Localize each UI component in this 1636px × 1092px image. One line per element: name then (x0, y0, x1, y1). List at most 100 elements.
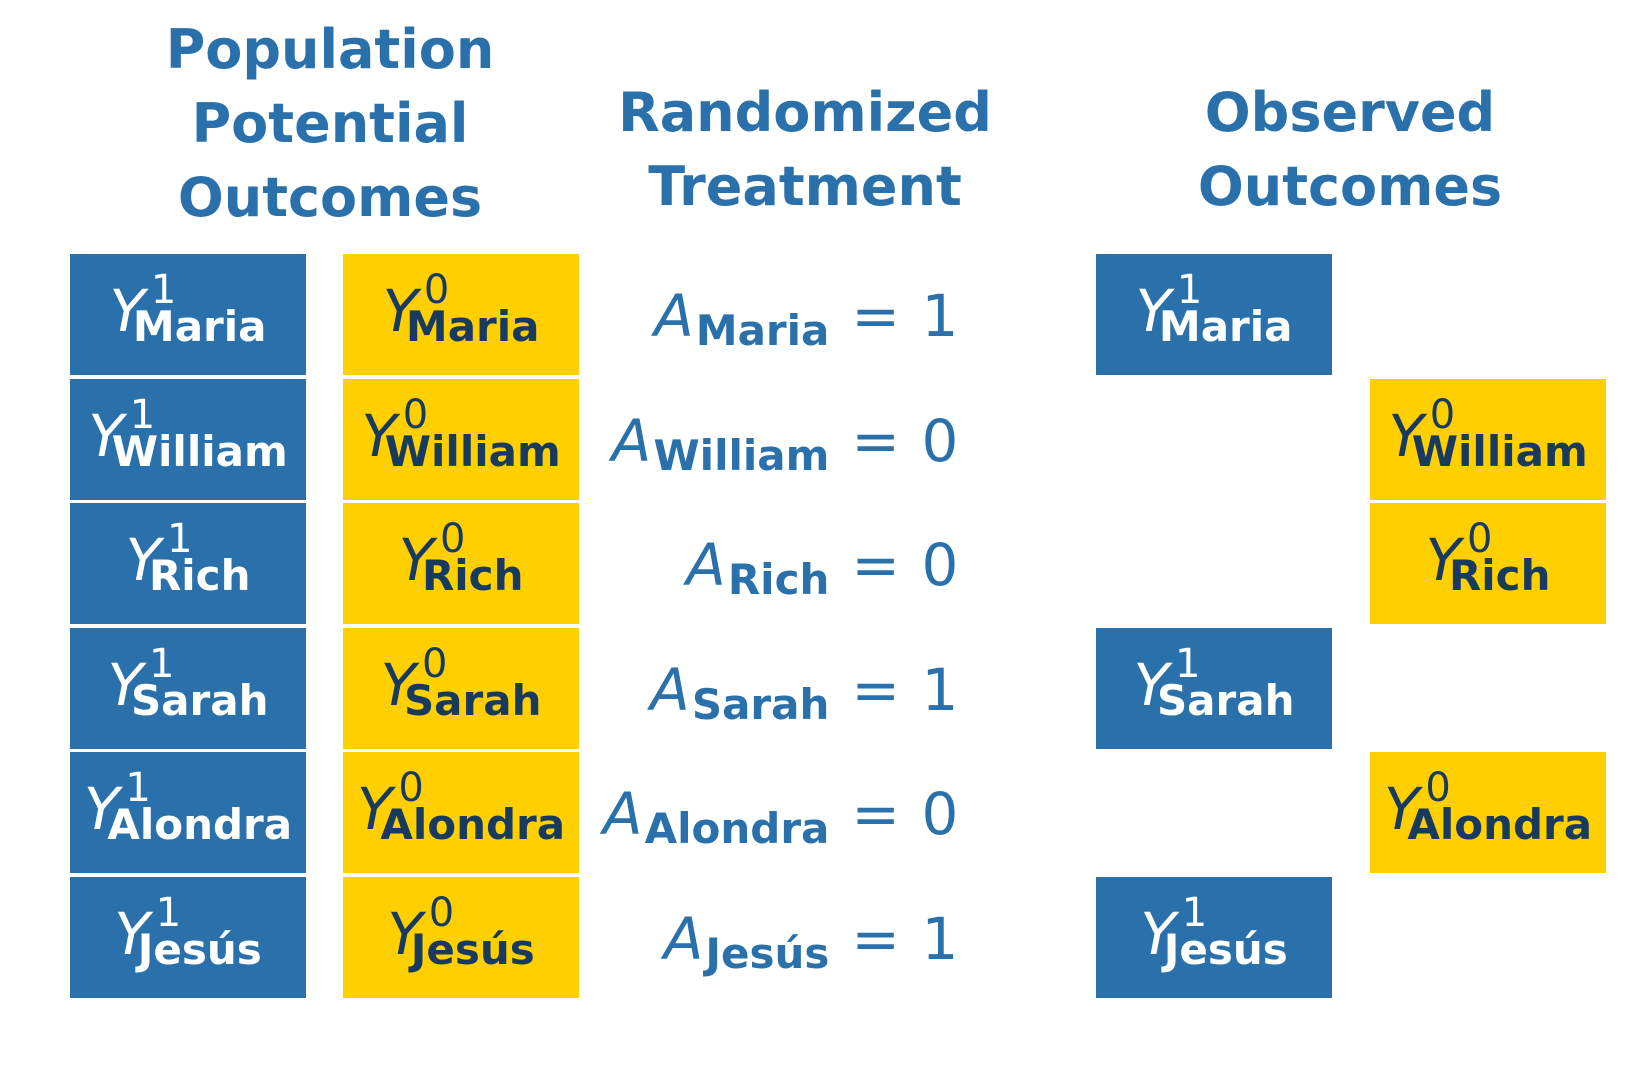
outcome-symbol: Y (1388, 401, 1424, 470)
person-name-subscript: Jesús (1163, 924, 1288, 974)
outcome-symbol: Y (356, 774, 393, 843)
person-name-subscript: Alondra (380, 799, 566, 849)
treatment-superscript: 0 (439, 515, 466, 562)
treatment-assignment-row: A Alondra = 0 (600, 750, 960, 878)
person-name-subscript: Alondra (644, 803, 830, 853)
population-y0-box: Y 0 Maria (343, 254, 579, 375)
outcome-symbol: Y (398, 525, 434, 594)
outcome-symbol: Y (1133, 650, 1169, 719)
treatment-assignment-row: A Rich = 0 (600, 501, 960, 629)
observed-y1-box: Y 1 Maria (1096, 254, 1332, 375)
treatment-superscript: 0 (421, 640, 448, 687)
potential-outcome-label: Y 1 Maria (109, 270, 267, 351)
potential-outcome-label: Y 0 Alondra (356, 768, 566, 849)
heading-line: Potential (191, 92, 469, 155)
observed-y1-box: Y 1 Jesús (1096, 877, 1332, 998)
person-name-subscript: Rich (148, 550, 251, 600)
person-name-subscript: Sarah (1156, 675, 1295, 725)
equals-sign: = (851, 531, 900, 599)
treatment-superscript: 0 (398, 764, 424, 811)
observed-y0-box: Y 0 Alondra (1370, 752, 1606, 873)
treatment-superscript: 1 (150, 266, 177, 313)
person-name-subscript: Alondra (107, 799, 293, 849)
outcome-symbol: Y (380, 650, 416, 719)
potential-outcome-label: Y 1 Maria (1135, 270, 1293, 351)
equals-sign: = (851, 780, 900, 848)
person-name-subscript: Maria (132, 301, 267, 351)
treatment-symbol: A (650, 656, 690, 724)
person-name-subscript: Sarah (130, 675, 269, 725)
potential-outcome-label: Y 1 Alondra (83, 768, 293, 849)
population-y0-box: Y 0 Jesús (343, 877, 579, 998)
person-name-subscript: Jesús (410, 924, 535, 974)
potential-outcome-label: Y 0 Alondra (1384, 768, 1592, 846)
treatment-value: 1 (921, 905, 959, 973)
outcome-symbol: Y (114, 899, 150, 968)
treatment-superscript: 0 (423, 266, 450, 313)
treatment-superscript: 0 (1466, 515, 1493, 562)
person-name-subscript: William (1411, 426, 1588, 476)
population-y0-box: Y 0 Sarah (343, 628, 579, 749)
population-y1-box: Y 1 Maria (70, 254, 306, 375)
potential-outcome-label: Y 0 Rich (1426, 519, 1551, 600)
potential-outcome-label: Y 0 Sarah (380, 644, 542, 722)
person-name-subscript: William (111, 426, 288, 476)
treatment-assignment-row: A Jesús = 1 (600, 875, 960, 1003)
treatment-symbol: A (602, 780, 643, 848)
outcome-symbol: Y (1140, 899, 1176, 968)
treatment-superscript: 1 (1181, 889, 1208, 936)
potential-outcome-label: Y 0 Rich (398, 519, 524, 600)
observed-y0-box: Y 0 Rich (1370, 503, 1606, 624)
observed-y1-box: Y 1 Sarah (1096, 628, 1332, 749)
potential-outcome-label: Y 1 Jesús (114, 893, 261, 971)
person-name-subscript: William (384, 426, 561, 476)
person-name-subscript: Rich (1448, 550, 1551, 600)
population-y1-box: Y 1 Jesús (70, 877, 306, 998)
population-potential-outcomes-heading: Population Potential Outcomes (130, 13, 530, 235)
equals-sign: = (851, 905, 900, 973)
person-name-subscript: Rich (421, 550, 524, 600)
outcome-symbol: Y (382, 276, 418, 345)
treatment-superscript: 0 (428, 889, 455, 936)
potential-outcome-label: Y 1 Sarah (1133, 644, 1295, 725)
treatment-superscript: 1 (148, 640, 175, 687)
person-name-subscript: Jesús (705, 928, 830, 978)
treatment-value: 0 (921, 531, 959, 599)
randomized-treatment-heading: Randomized Treatment (605, 76, 1005, 224)
treatment-superscript: 1 (1174, 640, 1201, 687)
potential-outcome-label: Y 1 William (88, 395, 288, 476)
treatment-superscript: 1 (129, 391, 156, 438)
treatment-value: 0 (921, 780, 959, 848)
observed-y0-box: Y 0 William (1370, 379, 1606, 500)
treatment-assignment-row: A Sarah = 1 (600, 626, 960, 754)
heading-line: Treatment (648, 155, 962, 218)
potential-outcome-label: Y 1 Sarah (108, 644, 269, 725)
outcome-symbol: Y (1135, 276, 1171, 345)
treatment-superscript: 0 (1429, 391, 1456, 438)
population-y1-box: Y 1 Alondra (70, 752, 306, 873)
treatment-value: 1 (921, 656, 959, 724)
outcome-symbol: Y (83, 774, 120, 843)
person-name-subscript: William (653, 430, 830, 480)
person-name-subscript: Maria (695, 305, 830, 355)
outcome-symbol: Y (109, 276, 145, 345)
population-y0-box: Y 0 William (343, 379, 579, 500)
treatment-superscript: 1 (155, 889, 182, 936)
outcome-symbol: Y (387, 899, 423, 968)
treatment-superscript: 1 (1176, 266, 1203, 313)
potential-outcome-label: Y 1 Jesús (1140, 893, 1288, 974)
treatment-assignment-row: A William = 0 (600, 377, 960, 505)
person-name-subscript: Maria (1158, 301, 1293, 351)
population-y1-box: Y 1 Rich (70, 503, 306, 624)
heading-line: Population (165, 18, 495, 81)
person-name-subscript: Sarah (691, 679, 830, 729)
heading-line: Randomized (618, 81, 992, 144)
treatment-superscript: 0 (1425, 764, 1451, 811)
equals-sign: = (851, 282, 900, 350)
treatment-superscript: 1 (166, 515, 193, 562)
potential-outcome-label: Y 0 William (1388, 395, 1588, 476)
heading-line: Observed (1204, 81, 1496, 144)
treatment-superscript: 1 (125, 764, 151, 811)
outcome-symbol: Y (125, 525, 161, 594)
equals-sign: = (851, 407, 900, 475)
